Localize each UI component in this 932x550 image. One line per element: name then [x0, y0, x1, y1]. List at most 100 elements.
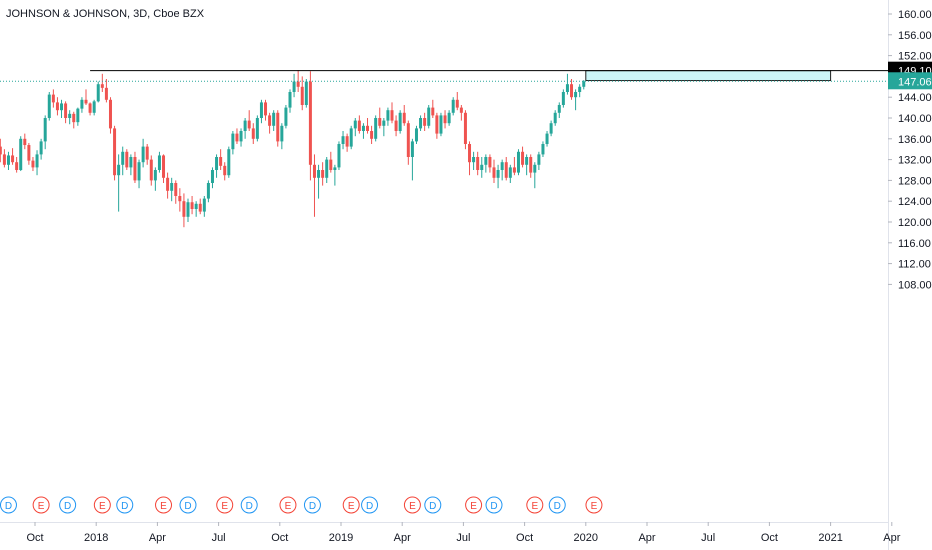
x-tick-label: 2019: [329, 532, 353, 544]
candle-body: [47, 94, 51, 118]
candle-body: [410, 141, 414, 157]
candle-body: [574, 92, 578, 98]
x-tick-label: Jul: [701, 532, 715, 544]
candle-body: [386, 110, 390, 121]
candle-body: [337, 144, 341, 168]
y-tick-label: 116.00: [898, 238, 931, 250]
candle-body: [516, 151, 520, 173]
candle-body: [104, 87, 108, 100]
x-tick-label: Apr: [149, 532, 166, 544]
candle-body: [108, 99, 112, 129]
supply-zone[interactable]: [585, 70, 832, 82]
candle-body: [166, 177, 170, 191]
candle-body: [382, 120, 386, 126]
candle-body: [162, 155, 166, 178]
candle-body: [113, 128, 117, 176]
dividend-marker[interactable]: [59, 496, 77, 514]
earnings-marker[interactable]: [342, 496, 360, 514]
earnings-marker[interactable]: [279, 496, 297, 514]
candle-body: [31, 160, 35, 168]
candle-body: [468, 144, 472, 163]
earnings-marker[interactable]: [403, 496, 421, 514]
candle-body: [259, 102, 263, 118]
y-tick-label: 140.00: [898, 113, 932, 125]
dividend-marker-label: D: [121, 501, 128, 512]
dividend-marker[interactable]: [303, 496, 321, 514]
candle-body: [508, 167, 512, 178]
candle-body: [215, 157, 219, 170]
x-tick-label: 2021: [818, 532, 842, 544]
candle-body: [264, 102, 268, 116]
y-tick-label: 132.00: [898, 155, 932, 167]
dividend-marker[interactable]: [240, 496, 258, 514]
x-tick-label: 2020: [574, 532, 598, 544]
candle-body: [545, 133, 549, 144]
candle-body: [174, 183, 178, 196]
candle-body: [100, 84, 104, 88]
candle-body: [406, 123, 410, 157]
earnings-marker[interactable]: [526, 496, 544, 514]
x-tick-label: Jul: [212, 532, 226, 544]
candle-body: [378, 118, 382, 126]
earnings-marker[interactable]: [155, 496, 173, 514]
candle-body: [402, 112, 406, 124]
earnings-marker[interactable]: [216, 496, 234, 514]
candle-body: [423, 118, 427, 126]
candle-body: [43, 118, 47, 142]
y-tick-label: 136.00: [898, 134, 932, 146]
candle-body: [529, 157, 533, 173]
candle-body: [521, 151, 525, 165]
candle-body: [533, 164, 537, 173]
candle-body: [170, 183, 174, 191]
earnings-marker[interactable]: [585, 496, 603, 514]
dividend-marker[interactable]: [179, 496, 197, 514]
current-price-tag: [888, 72, 932, 90]
dividend-marker[interactable]: [485, 496, 503, 514]
earnings-marker[interactable]: [465, 496, 483, 514]
dividend-marker-label: D: [5, 501, 12, 512]
dividend-marker[interactable]: [424, 496, 442, 514]
candle-body: [231, 133, 235, 150]
x-tick-label: Apr: [883, 532, 900, 544]
candle-body: [366, 125, 370, 131]
candle-body: [0, 146, 2, 155]
candle-body: [459, 107, 463, 113]
y-tick-label: 112.00: [898, 259, 931, 271]
candle-body: [280, 125, 284, 142]
candle-body: [219, 157, 223, 166]
earnings-marker-label: E: [591, 501, 598, 512]
dividend-marker[interactable]: [0, 496, 17, 514]
candle-body: [60, 103, 64, 111]
candle-body: [182, 201, 186, 217]
earnings-marker[interactable]: [32, 496, 50, 514]
earnings-marker-label: E: [409, 501, 416, 512]
dividend-marker-label: D: [429, 501, 436, 512]
candle-body: [23, 138, 27, 146]
dividend-marker-label: D: [366, 501, 373, 512]
x-tick-label: Oct: [271, 532, 288, 544]
candle-body: [439, 115, 443, 134]
candle-body: [227, 149, 231, 176]
candle-body: [27, 145, 31, 161]
x-tick-label: Oct: [761, 532, 778, 544]
candle-body: [141, 146, 145, 163]
dividend-marker[interactable]: [548, 496, 566, 514]
candle-body: [153, 170, 157, 181]
candle-body: [374, 118, 378, 139]
candle-body: [333, 167, 337, 170]
candle-body: [239, 131, 243, 142]
candle-body: [68, 113, 72, 118]
candle-body: [64, 103, 68, 118]
candle-body: [6, 155, 10, 165]
candle-body: [2, 154, 6, 165]
earnings-marker-label: E: [470, 501, 477, 512]
dividend-marker[interactable]: [361, 496, 379, 514]
candle-body: [223, 165, 227, 176]
earnings-marker[interactable]: [93, 496, 111, 514]
candle-body: [525, 157, 529, 165]
dividend-marker[interactable]: [116, 496, 134, 514]
candle-body: [512, 167, 516, 173]
candle-body: [19, 138, 23, 170]
candle-body: [149, 159, 153, 181]
